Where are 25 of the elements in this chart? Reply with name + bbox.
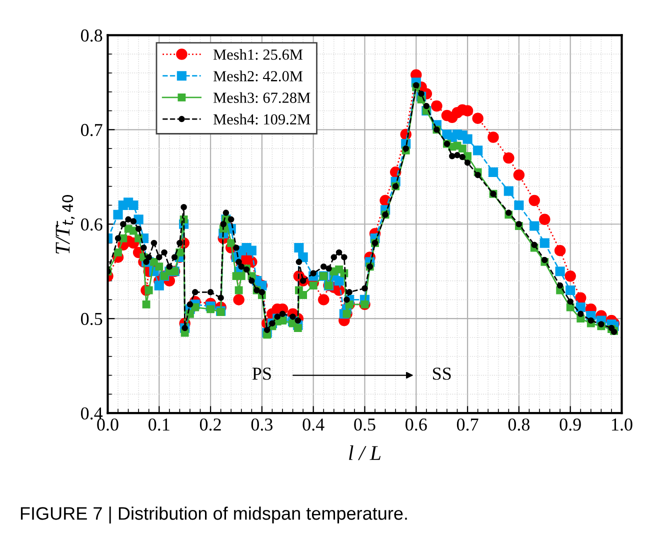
x-tick-label: 0.8	[508, 418, 530, 431]
legend-label: Mesh4: 109.2M	[213, 114, 310, 125]
legend-label: Mesh1: 25.6M	[213, 49, 303, 60]
x-tick-label: 0.7	[456, 418, 478, 431]
y-tick-label: 0.4	[80, 407, 103, 420]
x-tick-label: 1.0	[612, 418, 632, 431]
x-tick-label: 0.2	[200, 418, 221, 431]
x-tick-label: 0.3	[251, 418, 273, 431]
y-tick-label: 0.6	[80, 218, 102, 231]
legend-label: Mesh2: 42.0M	[213, 70, 303, 82]
y-tick-label: 0.8	[80, 29, 102, 42]
x-axis-title: l / L	[349, 445, 381, 460]
x-tick-label: 0.6	[406, 418, 427, 431]
x-tick-label: 0.0	[97, 418, 118, 431]
y-axis-title: T/T̄$_{t,40}$	[56, 195, 75, 254]
x-tick-label: 0.9	[560, 418, 581, 431]
caption: FIGURE 7 | Distribution of midspan temperature.	[20, 506, 407, 524]
y-tick-label: 0.5	[80, 312, 102, 326]
x-tick-label: 0.4	[302, 418, 324, 431]
annotation: PS	[252, 368, 271, 380]
x-tick-label: 0.1	[148, 418, 170, 431]
annotation: SS	[433, 368, 451, 380]
legend-label: Mesh3: 67.28M	[213, 92, 310, 104]
x-tick-label: 0.5	[354, 418, 376, 431]
y-tick-label: 0.7	[80, 124, 102, 136]
